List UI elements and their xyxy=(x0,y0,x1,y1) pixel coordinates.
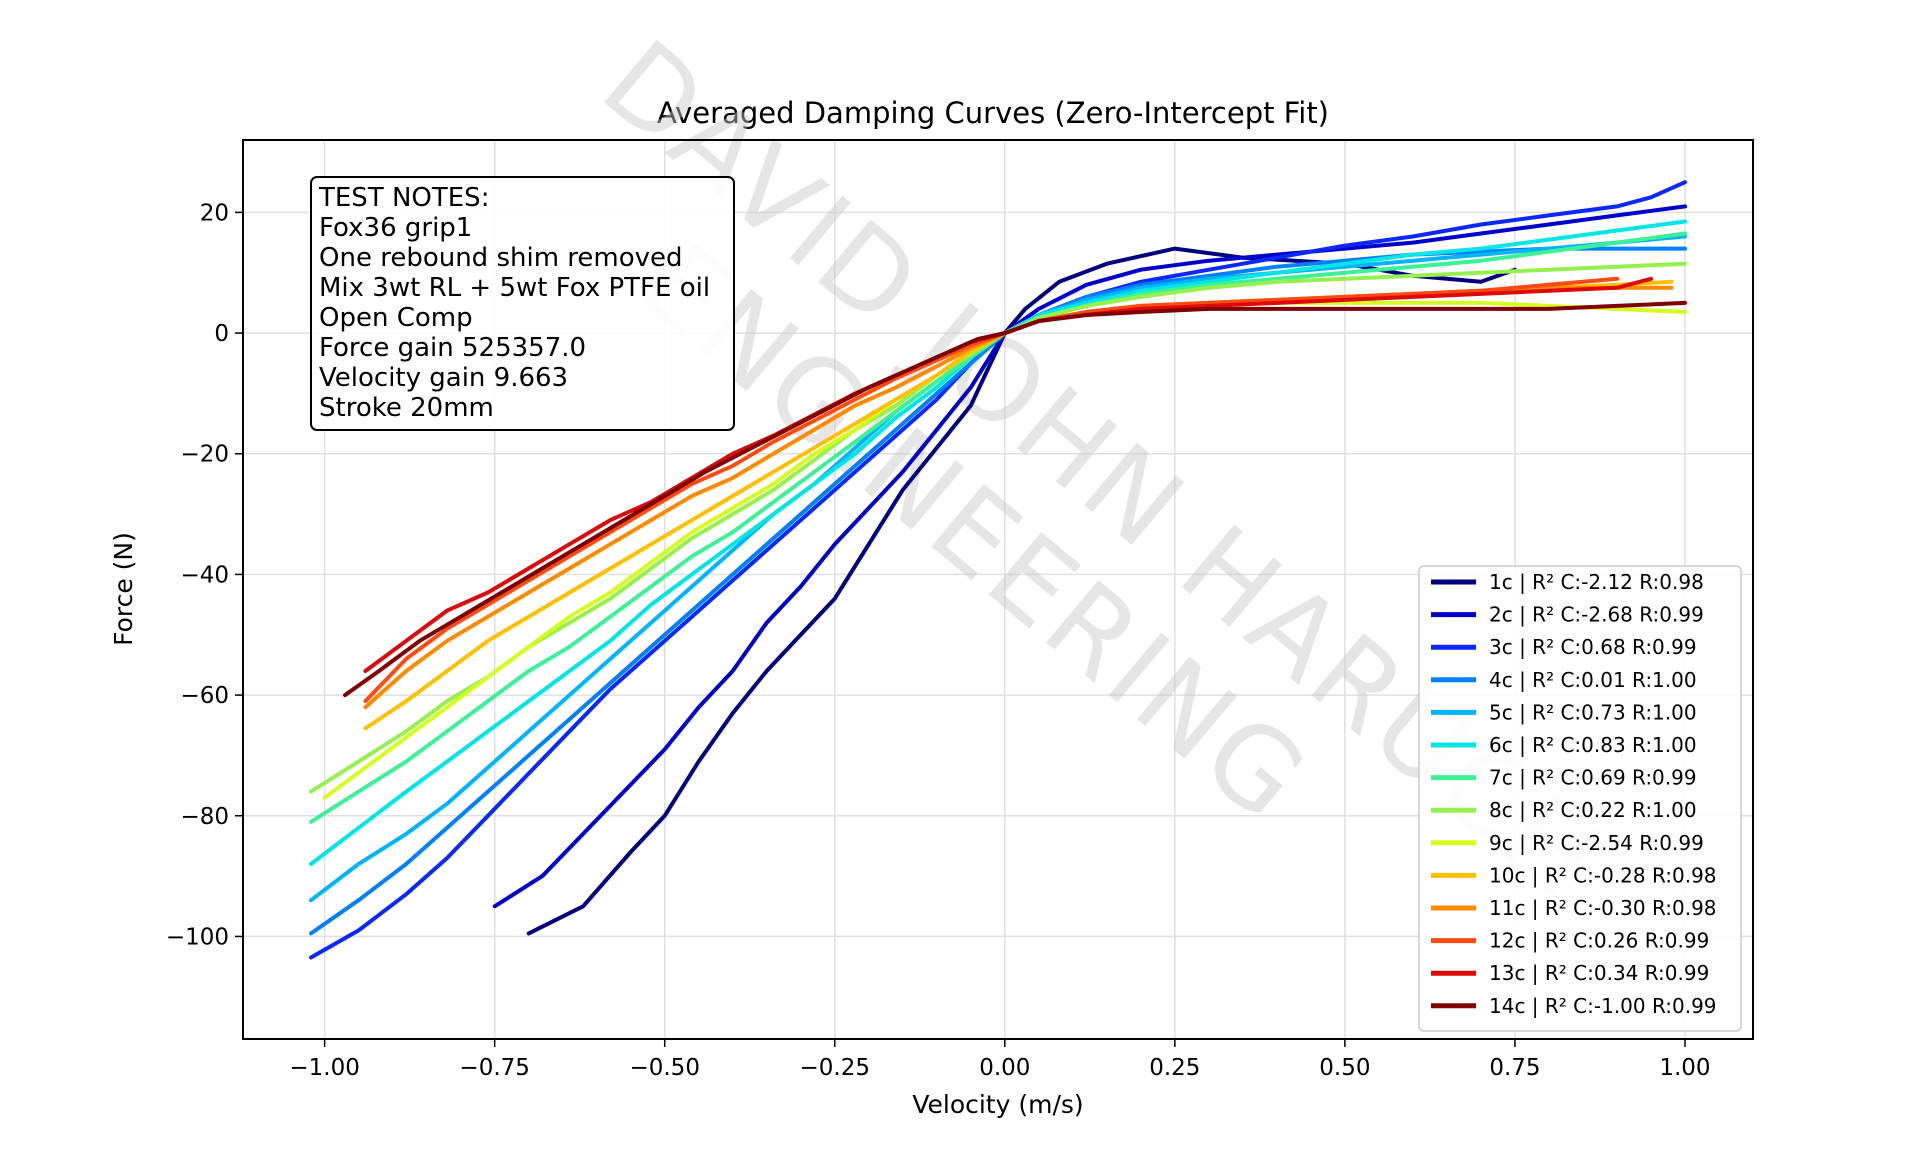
y-tick-label: 20 xyxy=(200,200,229,226)
series-line-14 xyxy=(343,300,1687,698)
y-tick-label: −80 xyxy=(180,804,229,830)
x-tick-label: 0.25 xyxy=(1149,1055,1200,1081)
legend-label: 7c | R² C:0.69 R:0.99 xyxy=(1489,766,1697,790)
x-tick-label: −0.25 xyxy=(800,1055,870,1081)
y-tick-label: −40 xyxy=(180,562,229,588)
notes-line-1: Fox36 grip1 xyxy=(319,213,472,243)
series-line-7 xyxy=(309,231,1687,824)
notes-line-6: Velocity gain 9.663 xyxy=(319,363,568,393)
y-axis-label: Force (N) xyxy=(109,532,138,646)
x-tick-label: −1.00 xyxy=(289,1055,359,1081)
legend-label: 1c | R² C:-2.12 R:0.98 xyxy=(1489,570,1704,594)
tick-layer: −1.00 −0.75 −0.50 −0.25 0.00 0.25 0.50 0.75 1.00… xyxy=(166,200,1711,1081)
notes-line-0: TEST NOTES: xyxy=(318,183,489,213)
legend-label: 10c | R² C:-0.28 R:0.98 xyxy=(1489,863,1717,887)
legend-label: 14c | R² C:-1.00 R:0.99 xyxy=(1489,994,1717,1018)
series-line-3 xyxy=(309,180,1687,960)
plot-frame xyxy=(242,139,1754,1040)
legend-label: 12c | R² C:0.26 R:0.99 xyxy=(1489,929,1709,953)
legend-label: 9c | R² C:-2.54 R:0.99 xyxy=(1489,831,1704,855)
x-axis-label: Velocity (m/s) xyxy=(912,1090,1083,1119)
legend-label: 11c | R² C:-0.30 R:0.98 xyxy=(1489,896,1717,920)
x-tick-label: −0.50 xyxy=(629,1055,699,1081)
notes-line-2: One rebound shim removed xyxy=(319,243,683,273)
notes-line-4: Open Comp xyxy=(319,303,473,333)
legend-label: 5c | R² C:0.73 R:1.00 xyxy=(1489,700,1697,724)
x-tick-label: 0.00 xyxy=(979,1055,1030,1081)
notes-line-3: Mix 3wt RL + 5wt Fox PTFE oil xyxy=(319,273,710,303)
legend-frame xyxy=(1418,565,1742,1032)
legend-label: 3c | R² C:0.68 R:0.99 xyxy=(1489,635,1697,659)
notes-line-5: Force gain 525357.0 xyxy=(319,333,586,363)
legend-label: 8c | R² C:0.22 R:1.00 xyxy=(1489,798,1697,822)
x-tick-label: −0.75 xyxy=(459,1055,529,1081)
legend-label: 4c | R² C:0.01 R:1.00 xyxy=(1489,668,1697,692)
chart-title: Averaged Damping Curves (Zero-Intercept … xyxy=(657,96,1329,130)
y-tick-label: −20 xyxy=(180,442,229,468)
x-tick-label: 1.00 xyxy=(1659,1055,1710,1081)
notes-line-7: Stroke 20mm xyxy=(319,393,494,423)
legend-label: 13c | R² C:0.34 R:0.99 xyxy=(1489,961,1709,985)
series-line-2 xyxy=(492,204,1687,909)
x-tick-label: 0.75 xyxy=(1489,1055,1540,1081)
y-tick-label: 0 xyxy=(214,321,229,347)
legend-label: 6c | R² C:0.83 R:1.00 xyxy=(1489,733,1697,757)
y-tick-label: −60 xyxy=(180,683,229,709)
series-line-6 xyxy=(309,219,1687,866)
legend-label: 2c | R² C:-2.68 R:0.99 xyxy=(1489,603,1704,627)
legend: 1c | R² C:-2.12 R:0.98 2c | R² C:-2.68 R:… xyxy=(1418,565,1742,1032)
test-notes-box: TEST NOTES: Fox36 grip1 One rebound shim… xyxy=(310,176,735,431)
test-notes-frame xyxy=(310,176,735,431)
y-tick-label: −100 xyxy=(166,924,229,950)
series-line-12 xyxy=(363,276,1619,704)
x-tick-label: 0.50 xyxy=(1319,1055,1370,1081)
series-layer xyxy=(309,180,1687,960)
